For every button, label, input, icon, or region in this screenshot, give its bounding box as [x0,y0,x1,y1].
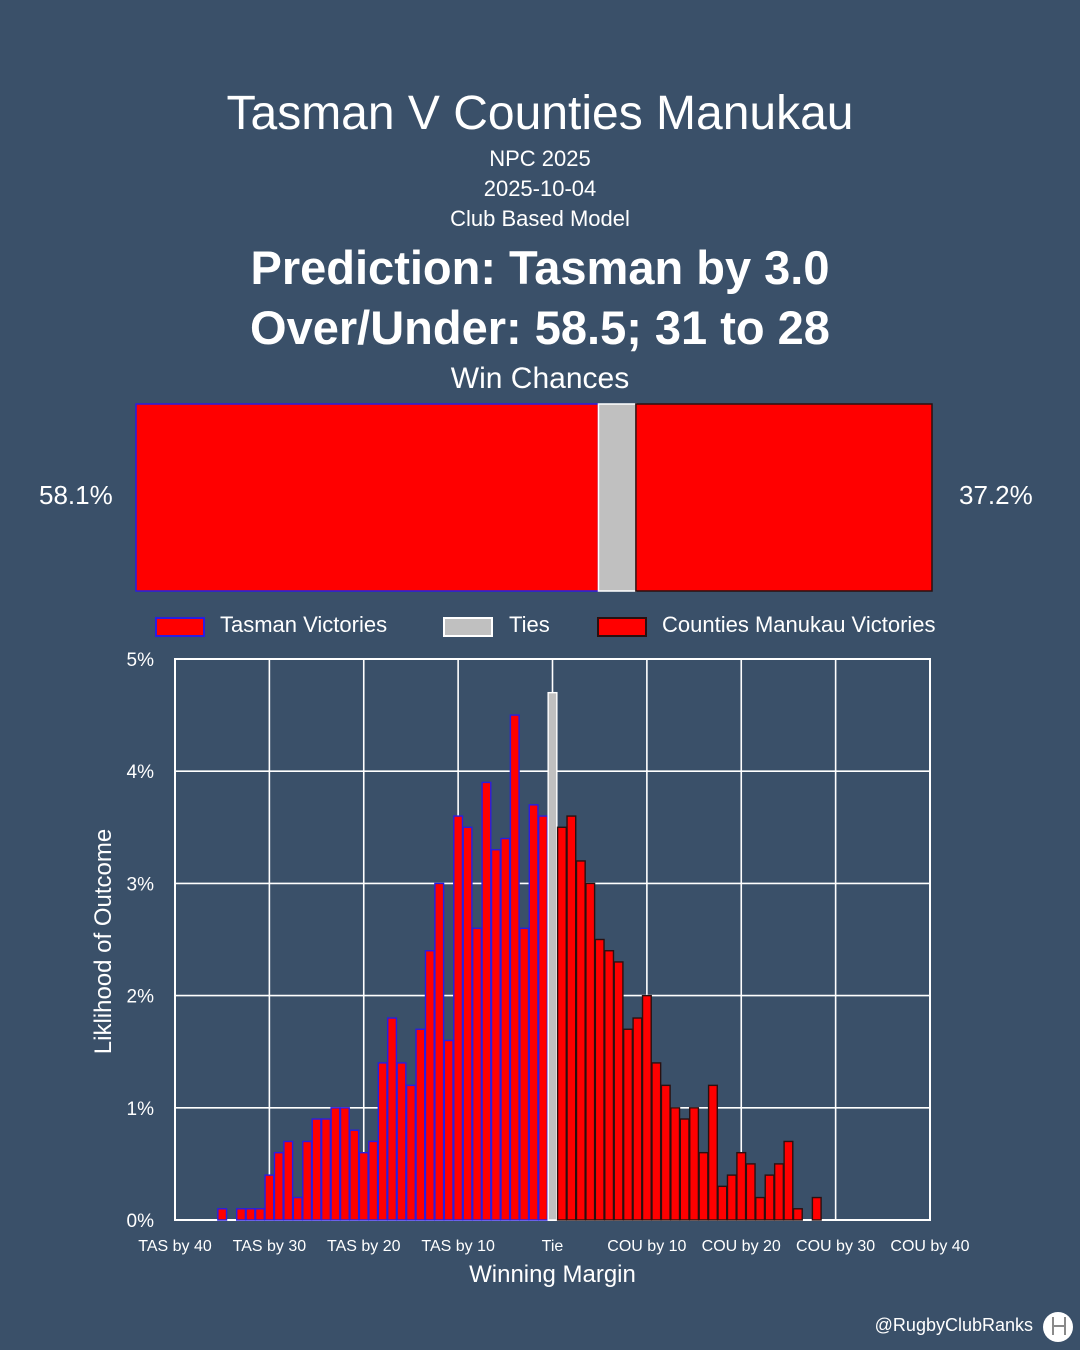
bar-away [717,1185,728,1221]
bar-away [773,1163,785,1221]
legend-label-tie: Ties [509,612,550,637]
bar-home [358,1151,369,1221]
x-tick-label: TAS by 20 [327,1238,401,1255]
bar-home [368,1140,379,1221]
bar-away [660,1084,671,1221]
y-tick-label: 2% [127,987,155,1008]
bar-away [707,1084,718,1221]
bar-away [736,1151,747,1221]
bar-home [434,882,445,1221]
bar-home [339,1107,350,1221]
bar-home [471,927,483,1221]
legend-label-away: Counties Manukau Victories [662,612,936,637]
x-tick-label: TAS by 40 [138,1238,212,1255]
bar-away [566,815,577,1221]
bar-away [792,1208,803,1221]
bar-home [264,1174,275,1221]
bar-away [745,1163,756,1221]
bar-home [462,826,473,1221]
x-tick-label: Tie [542,1238,564,1255]
y-axis-label: Liklihood of Outcome [90,829,117,1054]
x-tick-label: TAS by 30 [233,1238,307,1255]
bar-away [698,1151,709,1221]
bar-home [528,804,539,1221]
bar-home [538,815,549,1221]
bar-away [556,826,567,1221]
y-tick-label: 4% [127,762,155,783]
bar-away [575,860,586,1221]
bar-away [679,1118,690,1221]
x-tick-label: COU by 30 [796,1238,875,1255]
home-win-percentage: 58.1% [39,480,113,510]
x-tick-label: COU by 20 [702,1238,781,1255]
bar-home [481,781,492,1221]
x-tick-label: TAS by 10 [421,1238,495,1255]
bar-away [783,1140,794,1221]
bar-home [443,1039,454,1221]
bar-home [405,1084,416,1221]
bar-away [755,1196,766,1221]
x-tick-label: COU by 10 [607,1238,686,1255]
model-label: Club Based Model [450,206,630,231]
bar-home [320,1118,332,1221]
legend-swatch-tie [443,617,493,637]
away-win-percentage: 37.2% [959,480,1033,510]
y-tick-label: 0% [127,1211,155,1232]
win-chances-label: Win Chances [450,362,630,395]
x-axis-label: Winning Margin [469,1261,636,1288]
bar-home [490,849,501,1221]
legend-swatch-away [597,617,647,637]
bar-away [670,1107,681,1221]
bar-home [415,1028,426,1221]
prediction-text: Prediction: Tasman by 3.0 [250,241,830,294]
bar-home [500,837,511,1221]
y-tick-label: 3% [127,874,155,895]
bar-home [377,1062,388,1221]
bar-away [585,882,596,1221]
win-bar-away [635,403,933,592]
bar-home [349,1129,360,1221]
bar-away [632,1017,643,1221]
legend-swatch-home [155,617,205,637]
bar-home [292,1196,303,1221]
bar-away [811,1196,822,1221]
bar-away [622,1028,634,1221]
bar-home [273,1151,284,1221]
bar-home [302,1140,313,1221]
bar-home [424,950,435,1221]
competition-label: NPC 2025 [489,146,591,171]
bar-away [594,938,605,1221]
bar-home [311,1118,322,1221]
bar-away [689,1107,700,1221]
bar-home [254,1208,265,1221]
bar-home [236,1208,247,1221]
goalposts-icon [1043,1312,1073,1342]
twitter-handle: @RugbyClubRanks [874,1315,1033,1335]
bar-home [245,1208,256,1221]
bar-home [283,1140,294,1221]
win-chances-bar [135,403,933,592]
bar-home [387,1017,398,1221]
bar-tie [547,691,558,1221]
bar-home [509,714,520,1221]
chart-title: Tasman V Counties Manukau [226,87,854,140]
bar-away [726,1174,737,1221]
legend-label-home: Tasman Victories [220,612,388,637]
bar-away [641,994,652,1221]
x-tick-label: COU by 40 [890,1238,969,1255]
bar-away [651,1062,662,1221]
bar-home [330,1107,341,1221]
y-tick-label: 5% [127,650,155,671]
bar-home [396,1062,407,1221]
over-under-text: Over/Under: 58.5; 31 to 28 [250,301,830,354]
bar-home [519,927,530,1221]
bar-home [453,815,464,1221]
bar-home [217,1208,228,1221]
bar-away [764,1174,775,1221]
margin-histogram: TAS by 40 TAS by 30 TAS by 20 TAS by 10 Tie C… [90,650,970,1288]
bar-away [604,950,615,1221]
bar-away [613,961,624,1221]
y-tick-label: 1% [127,1099,155,1120]
match-date: 2025-10-04 [483,176,597,201]
